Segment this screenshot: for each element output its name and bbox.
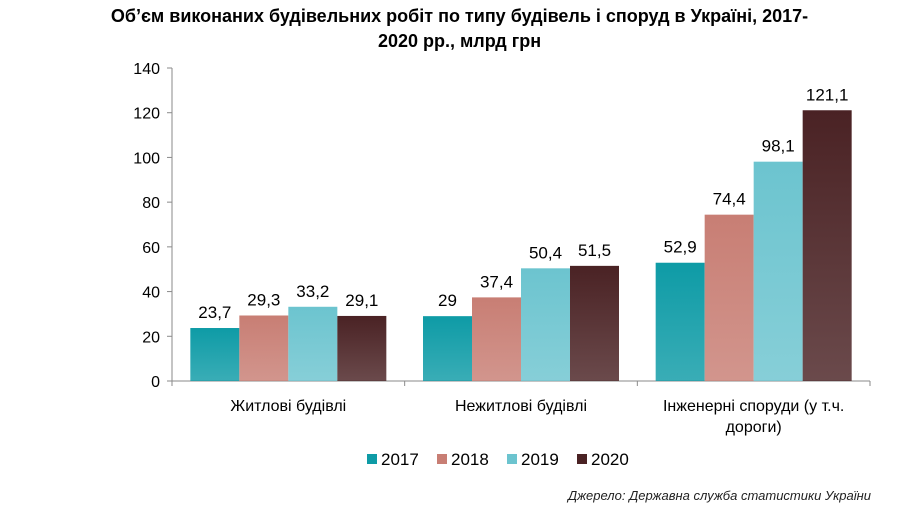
y-tick-label: 20: [142, 329, 160, 346]
data-label-2017: 29: [438, 291, 457, 310]
bar-2019: [521, 268, 570, 381]
data-label-2019: 33,2: [296, 282, 329, 301]
category-labels: Житлові будівлі Нежитлові будівлі Інженерн…: [230, 398, 844, 436]
legend-label-2020: 2020: [591, 450, 629, 469]
data-label-2017: 52,9: [664, 238, 697, 257]
legend-swatch-2018: [437, 454, 447, 464]
category-label: Житлові будівлі: [230, 398, 346, 415]
data-label-2020: 29,1: [345, 291, 378, 310]
bar-2020: [337, 315, 387, 381]
legend-label-2017: 2017: [381, 450, 419, 469]
legend-label-2019: 2019: [521, 450, 559, 469]
data-label-2020: 51,5: [578, 241, 611, 260]
data-label-2020: 121,1: [806, 85, 849, 104]
chart-title: Об’єм виконаних будівельних робіт по тип…: [0, 4, 919, 54]
data-label-2018: 29,3: [247, 290, 280, 309]
y-tick-label: 60: [142, 240, 160, 257]
data-label-2018: 74,4: [713, 190, 746, 209]
bar-2017: [423, 316, 472, 381]
y-tick-label: 40: [142, 285, 160, 302]
category-label: Нежитлові будівлі: [455, 398, 587, 415]
y-tick-label: 0: [151, 374, 160, 391]
bar-2019: [753, 161, 803, 381]
data-label-2019: 50,4: [529, 243, 562, 262]
source-note: Джерело: Державна служба статистики Укра…: [567, 488, 871, 503]
bar-2018: [704, 214, 754, 381]
bar-2018: [472, 297, 521, 381]
y-tick-label: 120: [133, 106, 160, 123]
chart-bars: [190, 110, 852, 381]
y-tick-label: 100: [133, 150, 160, 167]
legend-swatch-2020: [577, 454, 587, 464]
bar-2020: [570, 265, 619, 381]
chart-legend: 2017 2018 2019 2020: [367, 450, 629, 469]
data-labels: 23,7 29,3 33,2 29,1 29 37,4 50,4 51,5 52,9 74,4 98…: [198, 85, 848, 322]
bar-2019: [288, 306, 338, 381]
legend-label-2018: 2018: [451, 450, 489, 469]
legend-swatch-2019: [507, 454, 517, 464]
chart-title-line-2: 2020 рр., млрд грн: [377, 31, 542, 51]
y-tick-label: 140: [133, 61, 160, 78]
data-label-2018: 37,4: [480, 272, 513, 291]
category-label: Інженерні споруди (у т.ч.: [663, 398, 844, 415]
bar-2017: [655, 262, 705, 381]
bar-2020: [802, 110, 852, 381]
bar-2017: [190, 328, 240, 381]
y-axis-ticks: 0 20 40 60 80 100 120 140: [133, 61, 172, 391]
chart-title-line-1: Об’єм виконаних будівельних робіт по тип…: [110, 6, 809, 26]
legend-swatch-2017: [367, 454, 377, 464]
data-label-2019: 98,1: [762, 137, 795, 156]
bar-2018: [239, 315, 289, 381]
y-tick-label: 80: [142, 195, 160, 212]
data-label-2017: 23,7: [198, 303, 231, 322]
category-label: дороги): [726, 419, 782, 436]
